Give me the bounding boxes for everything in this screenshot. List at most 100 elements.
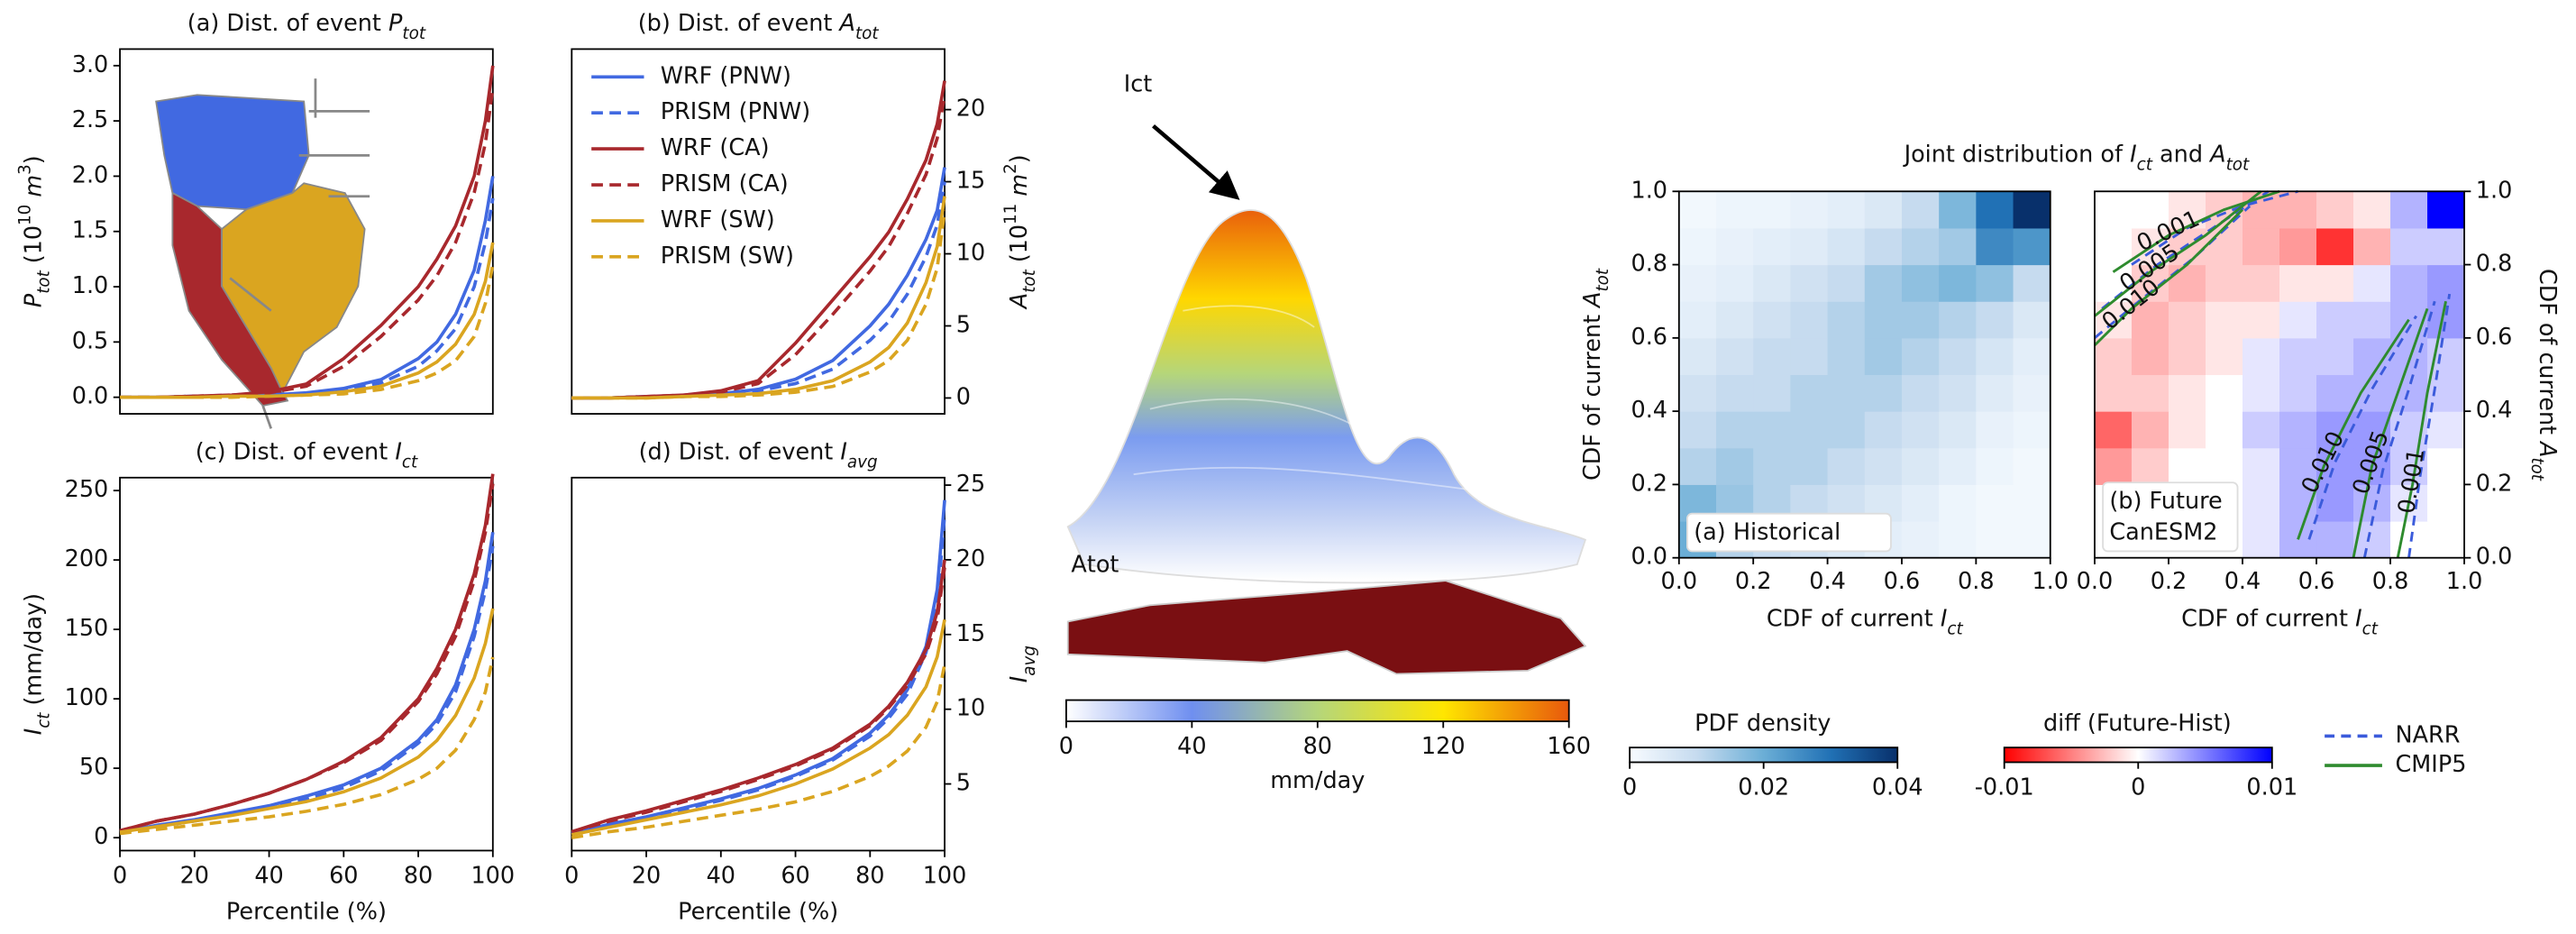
heat-cell xyxy=(1790,337,1829,376)
heat-cell xyxy=(2013,301,2051,339)
heat-cell xyxy=(1678,191,1717,229)
heat-cell xyxy=(1976,301,2014,339)
line-series xyxy=(119,473,495,833)
heat-cell xyxy=(2390,227,2428,266)
heat-cell xyxy=(1864,301,1903,339)
x-tick-label: 0.8 xyxy=(1958,568,1995,595)
y-tick-label: 150 xyxy=(65,615,109,642)
line-series xyxy=(571,566,946,834)
heat-cell xyxy=(1976,264,2014,302)
x-axis-label: Percentile (%) xyxy=(226,898,387,925)
x-tick-label: 1.0 xyxy=(2032,568,2069,595)
y2-tick-label: 5 xyxy=(956,312,971,339)
heat-cell xyxy=(2390,447,2428,485)
heat-cell xyxy=(1678,411,1717,449)
heat-cell xyxy=(2013,521,2051,559)
text-part: tot xyxy=(2528,457,2547,481)
colorbar xyxy=(2003,746,2273,764)
colorbar-label: diff (Future-Hist) xyxy=(2043,710,2232,737)
text-part: CDF of current xyxy=(1767,606,1941,633)
contour-line xyxy=(2131,189,2452,558)
heat-cell xyxy=(1790,374,1829,412)
heat-cell xyxy=(1939,484,1977,522)
heat-cell xyxy=(2094,337,2133,376)
text-part: I xyxy=(395,439,402,466)
y2-tick-label: 10 xyxy=(956,240,985,267)
heat-cell xyxy=(2013,227,2051,266)
colorbar-tick-label: 0.01 xyxy=(2246,774,2297,801)
y-tick-label: 2.0 xyxy=(72,161,109,188)
heat-cell xyxy=(2168,301,2206,339)
heat-cell xyxy=(1939,411,1977,449)
heat-cell xyxy=(2427,447,2465,485)
y-tick-label: 1.0 xyxy=(2476,177,2513,204)
text-part: ct xyxy=(402,453,418,472)
y-tick-label: 0.0 xyxy=(72,383,109,410)
x-tick-label: 0.6 xyxy=(1884,568,1921,595)
heat-cell xyxy=(2242,411,2280,449)
text-part: I xyxy=(2130,141,2137,168)
heat-cell xyxy=(2279,191,2317,229)
text-part: ct xyxy=(1947,619,1963,638)
heat-cell xyxy=(2168,264,2206,302)
heat-cell xyxy=(2316,301,2354,339)
heat-cell xyxy=(1939,337,1977,376)
text-part: A xyxy=(2534,440,2561,457)
colorbar-tick-label: 160 xyxy=(1547,733,1591,760)
y-tick-label: 3.0 xyxy=(72,51,109,78)
colorbar xyxy=(1629,746,1899,764)
text-part: (a) Dist. of event xyxy=(187,10,388,37)
y2-tick-label: 0 xyxy=(956,383,971,410)
x-axis-label: CDF of current Ict xyxy=(2181,606,2379,638)
heat-cell xyxy=(2131,411,2170,449)
heat-cell xyxy=(1864,191,1903,229)
heat-cell xyxy=(1864,374,1903,412)
heat-cell xyxy=(2205,264,2243,302)
line-series xyxy=(119,608,495,834)
text-part: avg xyxy=(847,453,878,472)
heat-cell xyxy=(1753,301,1791,339)
heat-cell xyxy=(2242,374,2280,412)
y-tick-label: 0.0 xyxy=(2476,544,2513,571)
chart-title: (d) Dist. of event Iavg xyxy=(639,439,878,472)
legend-label: PRISM (SW) xyxy=(661,243,794,270)
figure-title: Joint distribution of Ict and Atot xyxy=(1903,141,2250,173)
heat-cell xyxy=(1939,447,1977,485)
heat-cell xyxy=(1678,337,1717,376)
heat-cell xyxy=(1939,301,1977,339)
text-part: ct xyxy=(2137,155,2153,174)
chart-title: (a) Dist. of event Ptot xyxy=(187,10,426,42)
heat-cell xyxy=(2013,484,2051,522)
heat-cell xyxy=(2205,374,2243,412)
heat-cell xyxy=(2316,191,2354,229)
y-tick-label: 250 xyxy=(65,476,109,503)
heat-cell xyxy=(2279,411,2317,449)
heat-cell xyxy=(1864,337,1903,376)
heat-cell xyxy=(2242,447,2280,485)
heat-cell xyxy=(1678,447,1717,485)
heat-cell xyxy=(2242,227,2280,266)
heat-cell xyxy=(1901,337,1940,376)
plot-frame xyxy=(571,48,945,415)
text-part: 10 xyxy=(15,205,34,225)
heat-cell xyxy=(2316,337,2354,376)
x-tick-label: 80 xyxy=(855,863,884,890)
heat-cell xyxy=(2390,374,2428,412)
y2-tick-label: 5 xyxy=(956,770,971,797)
x-tick-label: 40 xyxy=(254,863,283,890)
x-tick-label: 0.0 xyxy=(1661,568,1698,595)
text-part: ct xyxy=(34,712,53,728)
heat-cell xyxy=(2279,374,2317,412)
plot-frame xyxy=(1677,190,2051,559)
y-tick-label: 0.4 xyxy=(1631,397,1667,424)
legend-label: PRISM (CA) xyxy=(661,170,789,197)
heat-cell xyxy=(2279,337,2317,376)
heat-cell xyxy=(2168,447,2206,485)
x-tick-label: 0.6 xyxy=(2298,568,2335,595)
heat-cell xyxy=(2353,484,2391,522)
heat-cell xyxy=(2094,191,2133,229)
heat-cell xyxy=(1864,227,1903,266)
panel-label: CanESM2 xyxy=(2109,519,2217,546)
y2-tick-label: 20 xyxy=(956,545,985,572)
